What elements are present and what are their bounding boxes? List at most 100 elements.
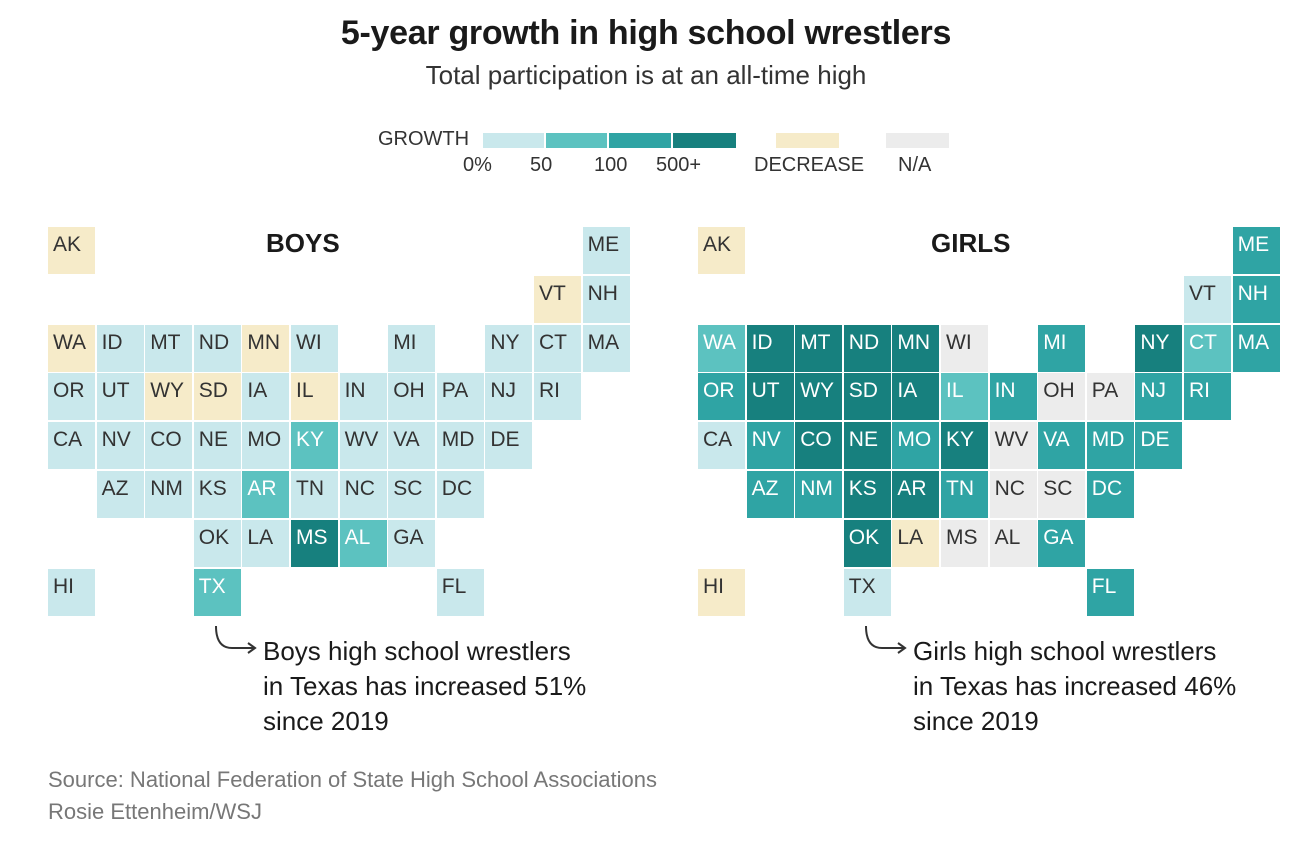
legend-tick-50: 50 <box>530 154 553 176</box>
girls-state-tile-mi: MI <box>1038 324 1086 372</box>
boys-state-tile-ct: CT <box>534 324 581 372</box>
boys-state-tile-ma: MA <box>582 324 630 372</box>
boys-arrow-icon <box>215 625 257 654</box>
boys-state-tile-ia: IA <box>242 373 290 421</box>
girls-state-tile-mo: MO <box>892 422 940 470</box>
girls-arrow-icon <box>865 625 907 654</box>
boys-state-tile-tx: TX <box>193 568 241 616</box>
girls-state-tile-oh: OH <box>1038 373 1086 421</box>
girls-state-tile-tx: TX <box>843 568 891 616</box>
boys-state-tile-oh: OH <box>388 373 436 421</box>
boys-state-tile-ca: CA <box>48 422 95 470</box>
girls-state-tile-nj: NJ <box>1135 373 1183 421</box>
legend-growth-label: GROWTH <box>378 128 470 150</box>
boys-state-tile-wy: WY <box>145 373 193 421</box>
girls-state-tile-ar: AR <box>892 471 940 518</box>
girls-state-tile-wy: WY <box>795 373 843 421</box>
girls-state-tile-nm: NM <box>795 471 843 518</box>
legend-swatch-0-50 <box>483 133 544 148</box>
girls-note-line: in Texas has increased 46% <box>913 671 1237 701</box>
girls-map-title: GIRLS <box>931 228 1011 258</box>
girls-state-tile-ri: RI <box>1184 373 1231 421</box>
girls-state-tile-pa: PA <box>1086 373 1134 421</box>
girls-note-line: since 2019 <box>913 706 1039 736</box>
girls-state-tile-hi: HI <box>698 568 745 616</box>
legend-tick-100: 100 <box>594 154 628 176</box>
boys-state-tile-sd: SD <box>193 373 241 421</box>
boys-state-tile-nj: NJ <box>485 373 533 421</box>
boys-note-line: Boys high school wrestlers <box>263 636 571 666</box>
boys-state-tile-nv: NV <box>96 422 144 470</box>
legend-swatch-na <box>886 133 949 148</box>
girls-state-tile-ut: UT <box>746 373 794 421</box>
girls-state-tile-nc: NC <box>989 471 1037 518</box>
girls-state-tile-in: IN <box>989 373 1037 421</box>
girls-note: Girls high school wrestlers in Texas has… <box>913 634 1236 739</box>
boys-state-tile-mi: MI <box>388 324 436 372</box>
girls-state-tile-az: AZ <box>746 471 794 518</box>
girls-state-tile-ga: GA <box>1038 519 1086 567</box>
source-line: Rosie Ettenheim/WSJ <box>48 799 262 824</box>
boys-state-tile-ut: UT <box>96 373 144 421</box>
source-line: Source: National Federation of State Hig… <box>48 767 658 792</box>
boys-state-tile-va: VA <box>388 422 436 470</box>
boys-state-tile-id: ID <box>96 324 144 372</box>
boys-state-tile-az: AZ <box>96 471 144 518</box>
boys-state-tile-il: IL <box>291 373 338 421</box>
girls-state-tile-ia: IA <box>892 373 940 421</box>
boys-state-tile-ne: NE <box>193 422 241 470</box>
girls-state-tile-sc: SC <box>1038 471 1086 518</box>
girls-state-tile-dc: DC <box>1086 471 1134 518</box>
boys-state-tile-vt: VT <box>534 275 581 323</box>
girls-state-tile-md: MD <box>1086 422 1134 470</box>
girls-state-tile-tn: TN <box>941 471 988 518</box>
girls-state-tile-ny: NY <box>1135 324 1183 372</box>
girls-state-tile-wa: WA <box>698 324 745 372</box>
boys-state-tile-ny: NY <box>485 324 533 372</box>
legend-swatch-500-plus <box>673 133 736 148</box>
boys-state-tile-hi: HI <box>48 568 95 616</box>
boys-state-tile-mo: MO <box>242 422 290 470</box>
boys-state-tile-fl: FL <box>436 568 484 616</box>
legend-swatch-decrease <box>776 133 839 148</box>
girls-state-tile-fl: FL <box>1086 568 1134 616</box>
legend-swatch-50-100 <box>546 133 607 148</box>
boys-state-tile-or: OR <box>48 373 95 421</box>
boys-state-tile-ky: KY <box>291 422 338 470</box>
chart-title: 5-year growth in high school wrestlers <box>340 14 952 52</box>
girls-state-tile-ms: MS <box>941 519 988 567</box>
boys-state-tile-ms: MS <box>291 519 338 567</box>
girls-state-tile-mn: MN <box>892 324 940 372</box>
girls-state-tile-ak: AK <box>698 227 745 274</box>
girls-state-tile-ma: MA <box>1232 324 1280 372</box>
girls-state-tile-de: DE <box>1135 422 1183 470</box>
girls-state-tile-nv: NV <box>746 422 794 470</box>
boys-state-tile-ar: AR <box>242 471 290 518</box>
boys-state-tile-me: ME <box>582 227 630 274</box>
boys-state-tile-sc: SC <box>388 471 436 518</box>
girls-state-tile-mt: MT <box>795 324 843 372</box>
girls-state-tile-ok: OK <box>843 519 891 567</box>
boys-note-line: in Texas has increased 51% <box>263 671 587 701</box>
boys-state-tile-mn: MN <box>242 324 290 372</box>
girls-state-tile-al: AL <box>989 519 1037 567</box>
girls-state-tile-me: ME <box>1232 227 1280 274</box>
boys-state-tile-al: AL <box>339 519 387 567</box>
legend-decrease-label: DECREASE <box>754 154 865 176</box>
source-note: Source: National Federation of State Hig… <box>48 764 657 828</box>
girls-state-tile-il: IL <box>941 373 988 421</box>
boys-note: Boys high school wrestlers in Texas has … <box>263 634 586 739</box>
girls-state-tile-wi: WI <box>941 324 988 372</box>
boys-state-tile-tn: TN <box>291 471 338 518</box>
girls-state-tile-ct: CT <box>1184 324 1231 372</box>
boys-note-line: since 2019 <box>263 706 389 736</box>
legend-tick-500: 500+ <box>656 154 702 176</box>
legend-na-label: N/A <box>898 154 932 176</box>
girls-map: GIRLS AK ME VT NH WA ID MT ND MN WI MI NY CT MA OR UT WY… <box>698 227 1281 617</box>
boys-state-tile-nc: NC <box>339 471 387 518</box>
boys-state-tile-wi: WI <box>291 324 338 372</box>
boys-state-tile-in: IN <box>339 373 387 421</box>
boys-state-tile-mt: MT <box>145 324 193 372</box>
girls-state-tile-co: CO <box>795 422 843 470</box>
girls-state-tile-vt: VT <box>1184 275 1231 323</box>
